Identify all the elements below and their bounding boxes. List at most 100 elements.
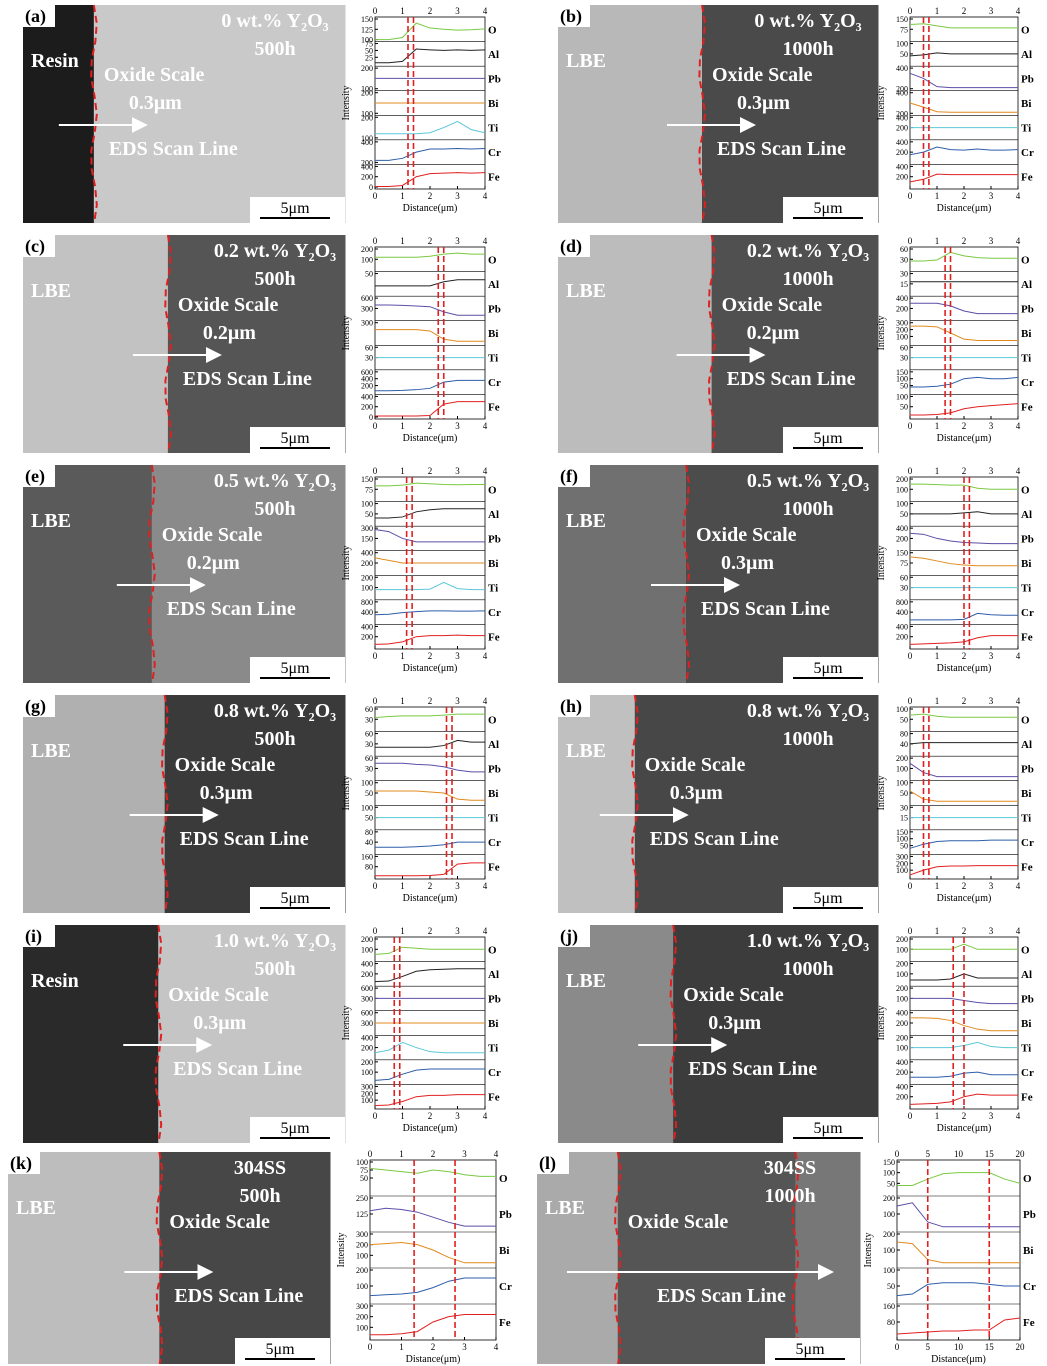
element-name: Bi — [488, 788, 498, 800]
x-tick-label: 3 — [455, 696, 460, 706]
y-tick-label: 160 — [361, 852, 373, 861]
y-tick-label: 300 — [896, 852, 908, 861]
element-name: Cr — [1021, 1067, 1034, 1079]
plot-frame — [910, 247, 1018, 419]
y-tick-label: 200 — [356, 1241, 368, 1250]
plot-frame — [910, 707, 1018, 879]
x-tick-label: 4 — [483, 651, 488, 661]
scan-label: EDS Scan Line — [650, 828, 779, 850]
y-tick-label: 100 — [361, 945, 373, 954]
y-tick-label: 150 — [883, 1158, 895, 1167]
x-tick-label: 0 — [895, 1149, 900, 1159]
element-profile — [897, 1318, 1020, 1334]
region-label: LBE — [16, 1197, 56, 1219]
scale-bar-label: 5μm — [280, 200, 310, 217]
x-axis-title: Distance(μm) — [937, 203, 992, 214]
x-tick-label: 4 — [494, 1342, 499, 1352]
element-profile — [375, 121, 485, 133]
y-tick-label: 400 — [896, 1082, 908, 1091]
y-tick-label: 100 — [896, 970, 908, 979]
x-tick-label: 0 — [908, 651, 913, 661]
x-tick-label: 1 — [400, 926, 405, 936]
y-tick-label: 150 — [361, 475, 373, 484]
y-axis-title: Intensity — [876, 1006, 887, 1041]
y-tick-label: 150 — [896, 15, 908, 24]
x-tick-label: 4 — [483, 881, 488, 891]
x-tick-label: 4 — [483, 1111, 488, 1121]
composition: 0 wt.% Y₂O₃ — [754, 10, 861, 32]
y-tick-label: 100 — [361, 255, 373, 264]
y-tick-label: 100 — [883, 1266, 895, 1275]
x-tick-label: 1 — [400, 236, 405, 246]
y-tick-label: 60 — [365, 343, 373, 352]
x-tick-label: 1 — [400, 6, 405, 16]
image-region — [23, 235, 168, 453]
element-name: Bi — [488, 328, 498, 340]
thickness: 0.3μm — [200, 782, 253, 804]
scan-label: EDS Scan Line — [657, 1285, 786, 1307]
element-name: Bi — [488, 98, 498, 110]
element-profile — [375, 280, 485, 286]
x-tick-label: 4 — [1016, 651, 1021, 661]
x-tick-label: 4 — [483, 6, 488, 16]
y-tick-label: 75 — [365, 485, 373, 494]
element-name: Al — [488, 49, 499, 61]
x-tick-label: 4 — [1016, 421, 1021, 431]
exposure-time: 1000h — [782, 958, 833, 980]
y-tick-label: 15 — [900, 280, 908, 289]
thickness: 0.3μm — [721, 552, 774, 574]
y-tick-label: 75 — [900, 25, 908, 34]
x-tick-label: 2 — [428, 466, 433, 476]
x-axis-title: Distance(μm) — [931, 1354, 986, 1365]
x-tick-label: 0 — [908, 6, 913, 16]
panel: (h)0.8 wt.% Y₂O₃1000hLBEOxide Scale0.3μm… — [558, 695, 1034, 913]
oxide-label: Oxide Scale — [178, 294, 279, 316]
element-name: Fe — [488, 402, 500, 414]
panel: (e)0.5 wt.% Y₂O₃500hLBEOxide Scale0.2μmE… — [23, 465, 501, 683]
y-tick-label: 60 — [365, 730, 373, 739]
x-tick-label: 3 — [455, 236, 460, 246]
element-profile — [375, 791, 485, 800]
oxide-label: Oxide Scale — [175, 754, 276, 776]
element-profile — [375, 969, 485, 982]
y-tick-label: 200 — [361, 113, 373, 122]
element-profile — [910, 326, 1018, 340]
x-axis-title: Distance(μm) — [937, 663, 992, 674]
x-tick-label: 1 — [935, 421, 940, 431]
plot-frame — [375, 707, 485, 879]
panel: (c)0.2 wt.% Y₂O₃500hLBEOxide Scale0.2μmE… — [23, 235, 501, 453]
x-tick-label: 4 — [483, 926, 488, 936]
y-tick-label: 100 — [361, 584, 373, 593]
y-tick-label: 600 — [361, 984, 373, 993]
image-region — [558, 925, 674, 1143]
x-axis-title: Distance(μm) — [406, 1354, 461, 1365]
element-name: Ti — [1021, 1043, 1031, 1055]
element-name: Pb — [1021, 533, 1034, 545]
image-region — [152, 465, 346, 683]
y-tick-label: 200 — [883, 1194, 895, 1203]
y-tick-label: 100 — [896, 40, 908, 49]
y-tick-label: 150 — [896, 828, 908, 837]
y-tick-label: 200 — [361, 573, 373, 582]
y-tick-label: 150 — [896, 549, 908, 558]
x-axis-title: Distance(μm) — [937, 893, 992, 904]
x-tick-label: 20 — [1016, 1149, 1026, 1159]
x-tick-label: 2 — [428, 421, 433, 431]
y-tick-label: 400 — [896, 622, 908, 631]
exposure-time: 500h — [239, 1185, 280, 1207]
element-name: Fe — [488, 862, 500, 874]
y-tick-label: 400 — [896, 64, 908, 73]
oxide-label: Oxide Scale — [722, 294, 823, 316]
element-profile — [910, 743, 1018, 744]
x-tick-label: 0 — [373, 421, 378, 431]
x-tick-label: 1 — [399, 1342, 404, 1352]
thickness: 0.3μm — [737, 92, 790, 114]
region-label: LBE — [31, 510, 71, 532]
oxide-label: Oxide Scale — [712, 64, 813, 86]
x-tick-label: 0 — [908, 421, 913, 431]
y-tick-label: 300 — [361, 1019, 373, 1028]
y-tick-label: 400 — [896, 294, 908, 303]
x-tick-label: 1 — [935, 696, 940, 706]
x-tick-label: 2 — [962, 651, 967, 661]
y-tick-label: 250 — [356, 1194, 368, 1203]
